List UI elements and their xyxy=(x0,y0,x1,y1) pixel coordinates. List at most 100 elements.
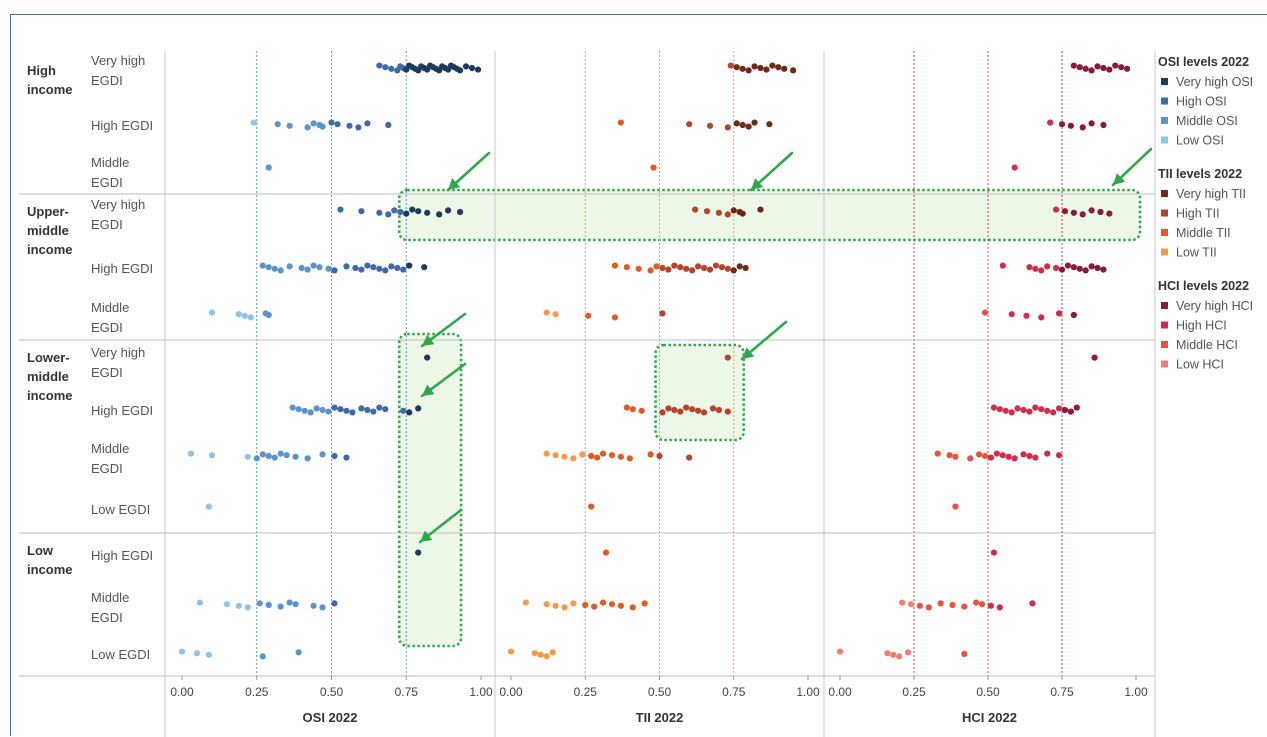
data-point xyxy=(712,262,720,269)
egdi-level-label: Middle xyxy=(91,590,129,605)
data-point xyxy=(1055,405,1063,412)
legend-swatch xyxy=(1161,78,1168,85)
data-point xyxy=(617,453,624,460)
data-point xyxy=(424,354,431,361)
legend-item: High TII xyxy=(1176,207,1220,221)
egdi-level-label: Very high xyxy=(91,53,145,68)
data-point xyxy=(916,602,924,609)
data-point xyxy=(1020,406,1027,414)
data-point xyxy=(382,267,389,274)
data-point xyxy=(552,602,559,609)
data-point xyxy=(1106,210,1113,217)
income-group-label: income xyxy=(27,388,73,403)
data-point xyxy=(757,64,764,72)
data-point xyxy=(594,454,601,461)
data-point xyxy=(244,604,251,611)
data-point xyxy=(671,262,678,269)
income-group-label: Lower- xyxy=(27,350,70,365)
data-point xyxy=(313,405,320,412)
data-point xyxy=(1052,206,1060,213)
legend-swatch xyxy=(1161,341,1168,348)
data-point xyxy=(946,452,953,459)
chart-background xyxy=(11,15,1267,737)
data-point xyxy=(608,601,616,608)
axis-label: TII 2022 xyxy=(636,710,684,725)
chart-frame: High income Very high EGDI High EGDI Middle EG… xyxy=(10,14,1267,737)
data-point xyxy=(925,604,932,611)
legend-swatch xyxy=(1161,302,1168,309)
data-point xyxy=(352,264,359,272)
data-point xyxy=(653,263,660,270)
data-point xyxy=(445,207,452,214)
data-point xyxy=(1088,120,1095,127)
data-point xyxy=(1070,209,1077,216)
data-point xyxy=(256,600,263,607)
data-point xyxy=(394,264,401,272)
data-point xyxy=(259,262,266,269)
data-point xyxy=(358,266,365,273)
legend-item: High OSI xyxy=(1176,95,1227,109)
data-point xyxy=(295,406,302,413)
data-point xyxy=(700,409,708,416)
data-point xyxy=(208,309,215,316)
data-point xyxy=(1076,64,1083,71)
data-point xyxy=(1079,124,1086,131)
egdi-level-label: EGDI xyxy=(91,461,123,476)
data-point xyxy=(1044,263,1051,270)
legend-swatch xyxy=(1161,136,1168,144)
income-group-label: income xyxy=(27,242,73,257)
highlight-box xyxy=(398,188,1142,242)
data-point xyxy=(250,119,257,126)
data-point xyxy=(1038,314,1045,321)
income-group-label: High xyxy=(27,63,56,78)
data-point xyxy=(1079,211,1086,218)
data-point xyxy=(686,121,693,128)
data-point xyxy=(629,406,636,413)
data-point xyxy=(588,452,595,460)
legend-item: Middle OSI xyxy=(1176,114,1238,128)
data-point xyxy=(1112,62,1119,69)
data-point xyxy=(1067,122,1074,129)
data-point xyxy=(766,121,773,128)
data-point xyxy=(409,206,416,213)
data-point xyxy=(724,354,731,361)
data-point xyxy=(325,265,332,272)
data-point xyxy=(406,409,413,416)
data-point xyxy=(286,122,293,129)
egdi-level-label: High EGDI xyxy=(91,548,153,563)
legend-item: Very high OSI xyxy=(1176,75,1253,89)
data-point xyxy=(1014,405,1021,412)
data-point xyxy=(376,209,383,216)
data-point xyxy=(283,452,290,459)
data-point xyxy=(638,407,645,414)
data-point xyxy=(724,265,731,272)
tick-label: 0.25 xyxy=(245,685,269,699)
annotation-arrowhead xyxy=(420,530,433,542)
egdi-level-label: Middle xyxy=(91,300,129,315)
data-point xyxy=(543,653,550,660)
legend-title: OSI levels 2022 xyxy=(1158,55,1249,69)
data-point xyxy=(733,64,740,71)
data-point xyxy=(337,406,344,413)
data-point xyxy=(1088,207,1095,214)
data-point xyxy=(611,314,619,321)
data-point xyxy=(790,67,797,74)
data-point xyxy=(736,263,743,270)
data-point xyxy=(608,452,616,459)
data-point xyxy=(474,66,482,73)
data-point xyxy=(1032,454,1039,461)
data-point xyxy=(522,599,529,606)
data-point xyxy=(1032,265,1039,272)
data-point xyxy=(641,600,648,607)
data-point xyxy=(507,648,515,655)
data-point xyxy=(981,309,989,316)
data-point xyxy=(208,452,215,459)
data-point xyxy=(319,604,326,611)
data-point xyxy=(683,265,690,272)
data-point xyxy=(265,164,272,171)
data-point xyxy=(570,600,577,607)
data-point xyxy=(271,265,278,272)
tick-label: 0.25 xyxy=(574,685,598,699)
legend-item: Middle TII xyxy=(1176,226,1231,240)
data-point xyxy=(331,452,338,460)
